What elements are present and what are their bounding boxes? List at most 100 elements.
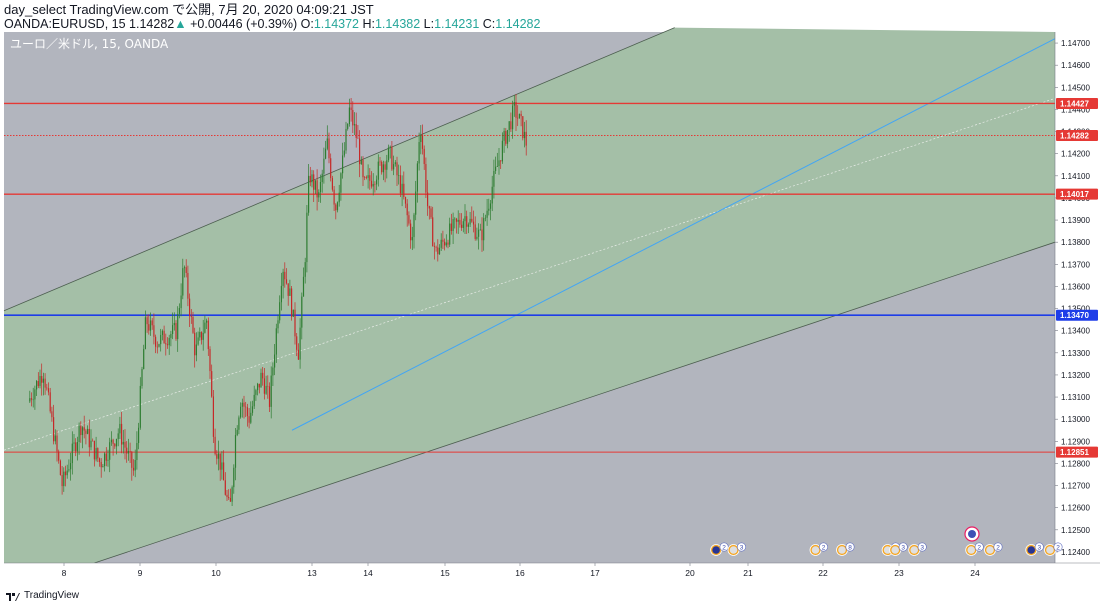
candle-body (46, 387, 48, 389)
x-tick-label: 24 (970, 568, 980, 578)
price-axis[interactable] (1055, 32, 1100, 563)
us-flag-icon (986, 546, 994, 554)
event-count-badge (818, 542, 828, 552)
event-count: 8 (848, 545, 852, 552)
candle-body (78, 426, 80, 443)
candle-body (425, 164, 427, 193)
candle-body (268, 386, 271, 407)
candle-body (248, 416, 250, 423)
candle-body (308, 175, 310, 213)
close-value: 1.14282 (495, 17, 541, 31)
candle-body (166, 344, 169, 346)
x-tick-label: 17 (590, 568, 600, 578)
candle-body (240, 406, 242, 418)
candle-body (294, 309, 296, 337)
candle-body (216, 454, 218, 459)
candle-body (304, 262, 306, 277)
candle-body (209, 349, 211, 372)
candle-body (87, 428, 89, 434)
candle-body (173, 322, 175, 326)
candle-body (54, 435, 56, 442)
candle-body (270, 375, 272, 407)
candle-body (192, 316, 194, 333)
price-tag-1.14017[interactable] (1056, 188, 1098, 200)
candle-body (318, 192, 320, 198)
candle-body (447, 242, 449, 245)
price-tag-1.14427[interactable] (1056, 97, 1098, 109)
candle-body (29, 398, 31, 402)
candle-body (37, 381, 39, 386)
candle-body (285, 279, 288, 284)
candle-body (109, 442, 111, 460)
candle-body (263, 378, 265, 394)
candle-body (243, 402, 245, 407)
candle-body (110, 439, 112, 443)
x-tick-label: 20 (685, 568, 695, 578)
candle-body (355, 124, 357, 138)
candle-body (241, 402, 243, 407)
event-count-badge (898, 542, 908, 552)
candle-body (428, 206, 430, 209)
candle-body (260, 372, 262, 388)
candle-body (134, 459, 136, 471)
footer-brand[interactable]: TradingView (6, 590, 79, 601)
candle-body (104, 453, 106, 467)
candle-body (296, 336, 298, 350)
candle-body (39, 376, 41, 386)
event-count: 3 (901, 545, 905, 552)
candle-body (406, 203, 408, 216)
candle-body (520, 113, 522, 117)
price-tag-label: 1.14427 (1060, 99, 1089, 108)
candle-body (484, 217, 486, 219)
candle-body (112, 439, 114, 444)
candle-body (377, 161, 379, 180)
candle-body (367, 175, 369, 178)
event-count-badge (993, 542, 1003, 552)
candle-body (199, 331, 201, 338)
event-count: 3 (740, 545, 744, 552)
candle-body (374, 183, 376, 185)
price-tag-1.14282[interactable] (1056, 130, 1098, 142)
candle-body (445, 242, 447, 246)
x-tick-label: 9 (138, 568, 143, 578)
candle-body (34, 389, 36, 400)
candle-body (506, 130, 509, 144)
candle-body (194, 332, 196, 356)
candle-body (204, 322, 206, 333)
candle-body (454, 218, 456, 220)
candle-body (449, 223, 451, 245)
candle-body (180, 295, 182, 309)
candle-body (155, 336, 157, 347)
candle-body (398, 175, 400, 176)
candle-body (335, 204, 337, 211)
candle-body (379, 161, 381, 163)
candle-body (236, 429, 238, 436)
candle-body (274, 354, 276, 368)
candle-body (323, 158, 325, 174)
candle-body (423, 148, 425, 165)
candle-body (297, 349, 299, 360)
y-tick-label: 1.13000 (1061, 415, 1090, 424)
candle-body (435, 246, 437, 248)
candle-body (124, 441, 126, 448)
candle-body (168, 337, 170, 346)
candle-body (251, 406, 254, 413)
candle-body (114, 443, 116, 447)
candle-body (345, 128, 347, 151)
event-count-badge (736, 542, 746, 552)
y-tick-label: 1.14100 (1061, 172, 1090, 181)
candle-body (370, 180, 373, 187)
candle-body (83, 427, 85, 431)
price-tag-1.12851[interactable] (1056, 446, 1098, 458)
candle-body (381, 161, 383, 173)
candle-body (457, 219, 459, 222)
candle-body (411, 237, 413, 241)
price-tag-1.13470[interactable] (1056, 309, 1098, 321)
candle-body (493, 170, 495, 187)
candle-body (314, 180, 316, 190)
candle-body (479, 229, 481, 231)
candle-body (212, 396, 214, 437)
time-axis[interactable] (0, 563, 1100, 583)
candle-body (163, 330, 165, 344)
